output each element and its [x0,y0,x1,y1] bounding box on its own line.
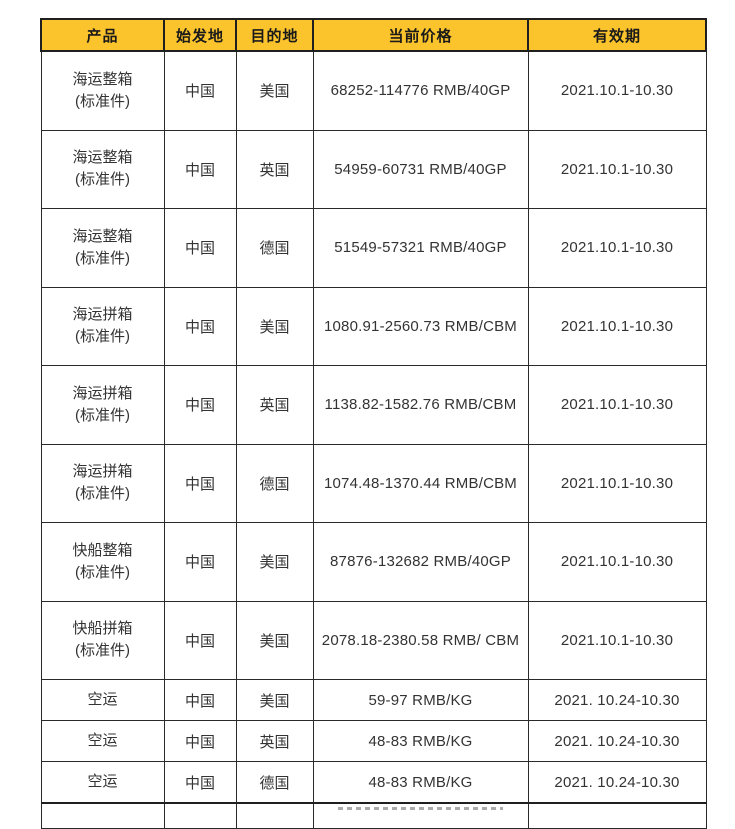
col-header-origin: 始发地 [163,18,237,52]
cell-destination: 美国 [235,679,314,721]
cell-destination: 美国 [235,600,314,680]
table-row: 空运 中国 英国 48-83 RMB/KG 2021. 10.24-10.30 [40,720,707,762]
table-header-row: 产品 始发地 目的地 当前价格 有效期 [40,18,707,52]
cell-price: 68252-114776 RMB/40GP [312,50,529,131]
cell-origin: 中国 [163,443,237,523]
cell-validity: 2021. 10.24-10.30 [527,761,707,804]
cell-product: 海运拼箱 (标准件) [40,286,165,366]
cell-product: 快船拼箱 (标准件) [40,600,165,680]
cell-product: 快船整箱 (标准件) [40,522,165,602]
cell-validity: 2021.10.1-10.30 [527,365,707,445]
cell-price: 1080.91-2560.73 RMB/CBM [312,286,529,366]
cell-price: 87876-132682 RMB/40GP [312,522,529,602]
cell-validity: 2021.10.1-10.30 [527,129,707,209]
cell-product: 海运整箱 (标准件) [40,129,165,209]
cell-validity: 2021.10.1-10.30 [527,208,707,288]
clipped-text-tips [338,807,503,810]
cell-price [312,802,529,829]
cell-product: 海运整箱 (标准件) [40,208,165,288]
cell-validity: 2021.10.1-10.30 [527,286,707,366]
shipping-price-table: 产品 始发地 目的地 当前价格 有效期 海运整箱 (标准件) 中国 美国 68252-1147… [40,18,707,829]
table-row: 快船整箱 (标准件) 中国 美国 87876-132682 RMB/40GP 2021.… [40,522,707,602]
cell-validity: 2021.10.1-10.30 [527,522,707,602]
cell-origin [163,802,237,829]
cell-price: 48-83 RMB/KG [312,720,529,762]
cell-price: 48-83 RMB/KG [312,761,529,804]
cell-origin: 中国 [163,50,237,131]
table-row-clipped [40,802,707,829]
cell-validity: 2021. 10.24-10.30 [527,720,707,762]
table-head: 产品 始发地 目的地 当前价格 有效期 [40,18,707,52]
table-body: 海运整箱 (标准件) 中国 美国 68252-114776 RMB/40GP 2021.… [40,50,707,829]
cell-price: 1074.48-1370.44 RMB/CBM [312,443,529,523]
cell-validity: 2021.10.1-10.30 [527,600,707,680]
table-row: 海运拼箱 (标准件) 中国 英国 1138.82-1582.76 RMB/CBM 202… [40,365,707,445]
cell-origin: 中国 [163,679,237,721]
page: 产品 始发地 目的地 当前价格 有效期 海运整箱 (标准件) 中国 美国 68252-1147… [40,18,707,829]
table-row: 海运拼箱 (标准件) 中国 德国 1074.48-1370.44 RMB/CBM 202… [40,443,707,523]
cell-product: 海运拼箱 (标准件) [40,365,165,445]
cell-product: 空运 [40,720,165,762]
cell-product: 海运整箱 (标准件) [40,50,165,131]
table-row: 海运整箱 (标准件) 中国 美国 68252-114776 RMB/40GP 2021.… [40,50,707,131]
table-row: 空运 中国 美国 59-97 RMB/KG 2021. 10.24-10.30 [40,679,707,721]
table-row: 空运 中国 德国 48-83 RMB/KG 2021. 10.24-10.30 [40,761,707,804]
cell-price: 51549-57321 RMB/40GP [312,208,529,288]
cell-destination: 美国 [235,522,314,602]
cell-validity [527,802,707,829]
cell-origin: 中国 [163,761,237,804]
table-row: 海运整箱 (标准件) 中国 英国 54959-60731 RMB/40GP 2021.1… [40,129,707,209]
table-row: 海运拼箱 (标准件) 中国 美国 1080.91-2560.73 RMB/CBM 202… [40,286,707,366]
cell-product: 空运 [40,761,165,804]
cell-product: 海运拼箱 (标准件) [40,443,165,523]
cell-validity: 2021. 10.24-10.30 [527,679,707,721]
col-header-validity: 有效期 [527,18,707,52]
cell-destination [235,802,314,829]
cell-destination: 英国 [235,129,314,209]
cell-destination: 英国 [235,720,314,762]
col-header-product: 产品 [40,18,165,52]
cell-price: 54959-60731 RMB/40GP [312,129,529,209]
cell-destination: 德国 [235,208,314,288]
cell-price: 2078.18-2380.58 RMB/ CBM [312,600,529,680]
cell-origin: 中国 [163,129,237,209]
cell-destination: 英国 [235,365,314,445]
cell-origin: 中国 [163,286,237,366]
cell-product: 空运 [40,679,165,721]
cell-destination: 德国 [235,443,314,523]
cell-origin: 中国 [163,600,237,680]
col-header-destination: 目的地 [235,18,314,52]
cell-origin: 中国 [163,365,237,445]
cell-origin: 中国 [163,720,237,762]
col-header-price: 当前价格 [312,18,529,52]
cell-validity: 2021.10.1-10.30 [527,50,707,131]
cell-origin: 中国 [163,522,237,602]
table-row: 快船拼箱 (标准件) 中国 美国 2078.18-2380.58 RMB/ CBM 20… [40,600,707,680]
cell-price: 1138.82-1582.76 RMB/CBM [312,365,529,445]
table-row: 海运整箱 (标准件) 中国 德国 51549-57321 RMB/40GP 2021.1… [40,208,707,288]
cell-validity: 2021.10.1-10.30 [527,443,707,523]
cell-origin: 中国 [163,208,237,288]
cell-destination: 美国 [235,50,314,131]
cell-destination: 德国 [235,761,314,804]
cell-price: 59-97 RMB/KG [312,679,529,721]
cell-product [40,802,165,829]
cell-destination: 美国 [235,286,314,366]
